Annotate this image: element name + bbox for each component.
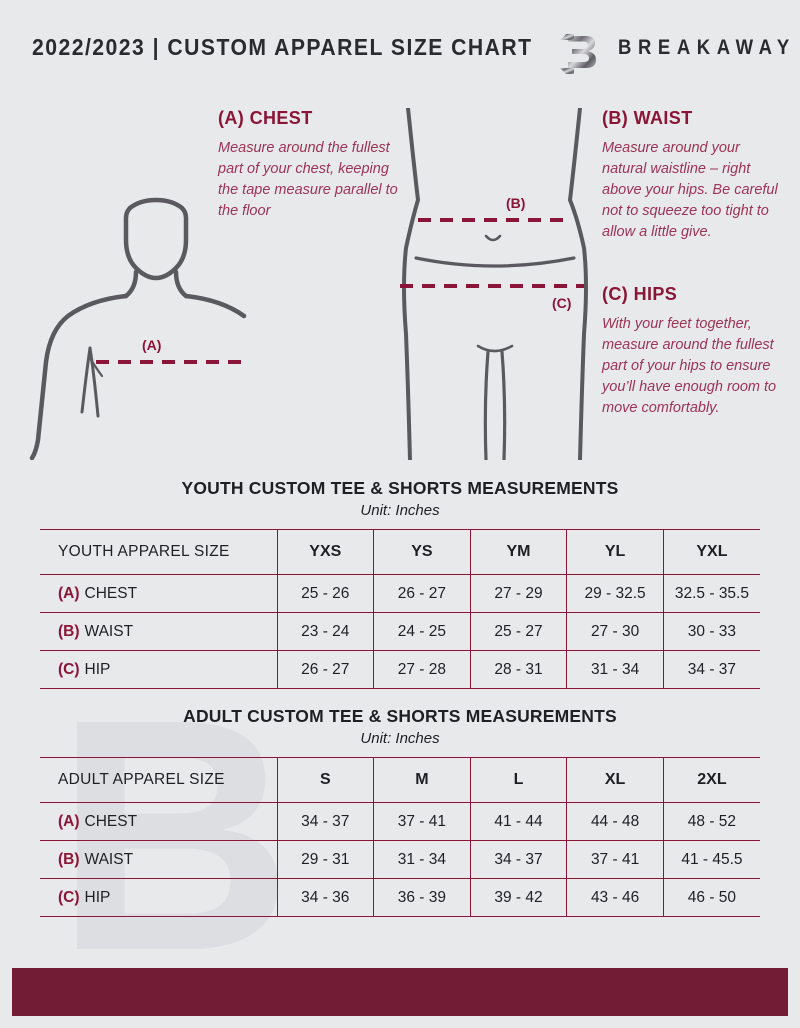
size-column-header: YM <box>470 529 568 575</box>
youth-table-title: YOUTH CUSTOM TEE & SHORTS MEASUREMENTS <box>181 478 619 498</box>
measurement-value-cell: 34 - 37 <box>470 840 568 879</box>
measurement-value-cell: 44 - 48 <box>566 802 664 841</box>
callout-chest: (A) CHEST Measure around the fullest par… <box>218 108 403 222</box>
measurement-value-cell: 41 - 45.5 <box>663 840 760 879</box>
youth-table-unit: Unit: Inches <box>360 502 440 519</box>
measurement-value-cell: 34 - 37 <box>663 650 760 689</box>
measurement-value-cell: 32.5 - 35.5 <box>663 574 760 613</box>
adult-size-table: ADULT APPAREL SIZE S M L XL 2XL (A) CHEST 34 - 3… <box>40 757 760 917</box>
callout-waist-body: Measure around your natural waistline – … <box>602 140 778 241</box>
measurement-tag: (A) <box>58 812 80 830</box>
measurement-name: WAIST <box>84 622 134 640</box>
size-column-header: YXL <box>663 529 760 575</box>
measurement-value-cell: 27 - 28 <box>373 650 471 689</box>
callout-waist-heading: (B) WAIST <box>602 108 693 128</box>
table-header-row: YOUTH APPAREL SIZE YXS YS YM YL YXL <box>40 529 760 575</box>
measurement-name: WAIST <box>84 850 134 868</box>
measurement-label-cell: (C) HIP <box>40 878 278 917</box>
upper-body-figure: (A) <box>29 197 248 460</box>
measurement-value-cell: 24 - 25 <box>373 612 471 651</box>
measurement-value-cell: 36 - 39 <box>373 878 471 917</box>
size-column-header: XL <box>566 757 664 803</box>
measurement-label-cell: (A) CHEST <box>40 574 278 613</box>
adult-table-unit: Unit: Inches <box>360 730 440 747</box>
measurement-label-cell: (B) WAIST <box>40 840 278 879</box>
measurement-tag: (C) <box>58 660 80 678</box>
measurement-value-cell: 31 - 34 <box>566 650 664 689</box>
apparel-size-header: ADULT APPAREL SIZE <box>40 757 278 803</box>
brand-wordmark: BREAKAWAY <box>618 36 796 59</box>
measurement-value-cell: 34 - 36 <box>277 878 375 917</box>
measurement-name: CHEST <box>84 584 138 602</box>
measurement-value-cell: 37 - 41 <box>566 840 664 879</box>
measurement-value-cell: 34 - 37 <box>277 802 375 841</box>
measurement-value-cell: 25 - 27 <box>470 612 568 651</box>
measurement-value-cell: 27 - 29 <box>470 574 568 613</box>
page-title: 2022/2023 | CUSTOM APPAREL SIZE CHART <box>32 34 533 60</box>
page-header: 2022/2023 | CUSTOM APPAREL SIZE CHART BR… <box>0 30 800 78</box>
waist-measure-label: (B) <box>506 195 525 211</box>
measurement-value-cell: 48 - 52 <box>663 802 760 841</box>
adult-table-title: ADULT CUSTOM TEE & SHORTS MEASUREMENTS <box>183 706 617 726</box>
measurement-name: CHEST <box>84 812 138 830</box>
size-column-header: YXS <box>277 529 375 575</box>
hip-measure-label: (C) <box>552 295 571 311</box>
size-column-header: 2XL <box>663 757 760 803</box>
size-column-header: S <box>277 757 375 803</box>
callout-hips: (C) HIPS With your feet together, measur… <box>602 284 782 419</box>
callout-chest-heading: (A) CHEST <box>218 108 313 128</box>
measurement-value-cell: 26 - 27 <box>373 574 471 613</box>
measurement-tag: (B) <box>58 622 80 640</box>
size-column-header: YL <box>566 529 664 575</box>
apparel-size-header: YOUTH APPAREL SIZE <box>40 529 278 575</box>
measurement-value-cell: 41 - 44 <box>470 802 568 841</box>
measurement-value-cell: 43 - 46 <box>566 878 664 917</box>
table-header-row: ADULT APPAREL SIZE S M L XL 2XL <box>40 757 760 803</box>
measurement-value-cell: 39 - 42 <box>470 878 568 917</box>
measurement-value-cell: 37 - 41 <box>373 802 471 841</box>
size-column-header: YS <box>373 529 471 575</box>
measurement-name: HIP <box>84 660 111 678</box>
size-column-header: M <box>373 757 471 803</box>
measurement-label-cell: (C) HIP <box>40 650 278 689</box>
table-row: (B) WAIST 23 - 24 24 - 25 25 - 27 27 - 30 30 -… <box>40 612 760 651</box>
measurement-value-cell: 28 - 31 <box>470 650 568 689</box>
measurement-value-cell: 46 - 50 <box>663 878 760 917</box>
callout-hips-heading: (C) HIPS <box>602 284 678 304</box>
measurement-value-cell: 29 - 31 <box>277 840 375 879</box>
callout-hips-body: With your feet together, measure around … <box>602 316 777 417</box>
table-row: (A) CHEST 34 - 37 37 - 41 41 - 44 44 - 48 48 -… <box>40 802 760 841</box>
table-row: (C) HIP 34 - 36 36 - 39 39 - 42 43 - 46 46 - 5… <box>40 878 760 917</box>
footer-bar <box>12 968 788 1016</box>
table-row: (C) HIP 26 - 27 27 - 28 28 - 31 31 - 34 34 - 3… <box>40 650 760 689</box>
adult-table-block: ADULT CUSTOM TEE & SHORTS MEASUREMENTS U… <box>40 706 760 917</box>
measurement-name: HIP <box>84 888 111 906</box>
size-column-header: L <box>470 757 568 803</box>
measurement-value-cell: 27 - 30 <box>566 612 664 651</box>
table-row: (A) CHEST 25 - 26 26 - 27 27 - 29 29 - 32.5 32… <box>40 574 760 613</box>
measurement-value-cell: 31 - 34 <box>373 840 471 879</box>
measurement-tag: (A) <box>58 584 80 602</box>
callout-chest-body: Measure around the fullest part of your … <box>218 140 398 220</box>
breakaway-b-monogram-icon <box>560 34 596 74</box>
chest-measure-label: (A) <box>142 337 161 353</box>
measurement-label-cell: (B) WAIST <box>40 612 278 651</box>
measurement-value-cell: 26 - 27 <box>277 650 375 689</box>
measurement-tag: (C) <box>58 888 80 906</box>
measurement-value-cell: 30 - 33 <box>663 612 760 651</box>
youth-size-table: YOUTH APPAREL SIZE YXS YS YM YL YXL (A) CHEST 25… <box>40 529 760 689</box>
measurement-value-cell: 25 - 26 <box>277 574 375 613</box>
measurement-tag: (B) <box>58 850 80 868</box>
lower-body-figure: (B) (C) <box>400 108 588 460</box>
measurement-value-cell: 23 - 24 <box>277 612 375 651</box>
youth-table-block: YOUTH CUSTOM TEE & SHORTS MEASUREMENTS U… <box>40 478 760 689</box>
callout-waist: (B) WAIST Measure around your natural wa… <box>602 108 780 243</box>
measurement-label-cell: (A) CHEST <box>40 802 278 841</box>
table-row: (B) WAIST 29 - 31 31 - 34 34 - 37 37 - 41 41 -… <box>40 840 760 879</box>
measurement-value-cell: 29 - 32.5 <box>566 574 664 613</box>
